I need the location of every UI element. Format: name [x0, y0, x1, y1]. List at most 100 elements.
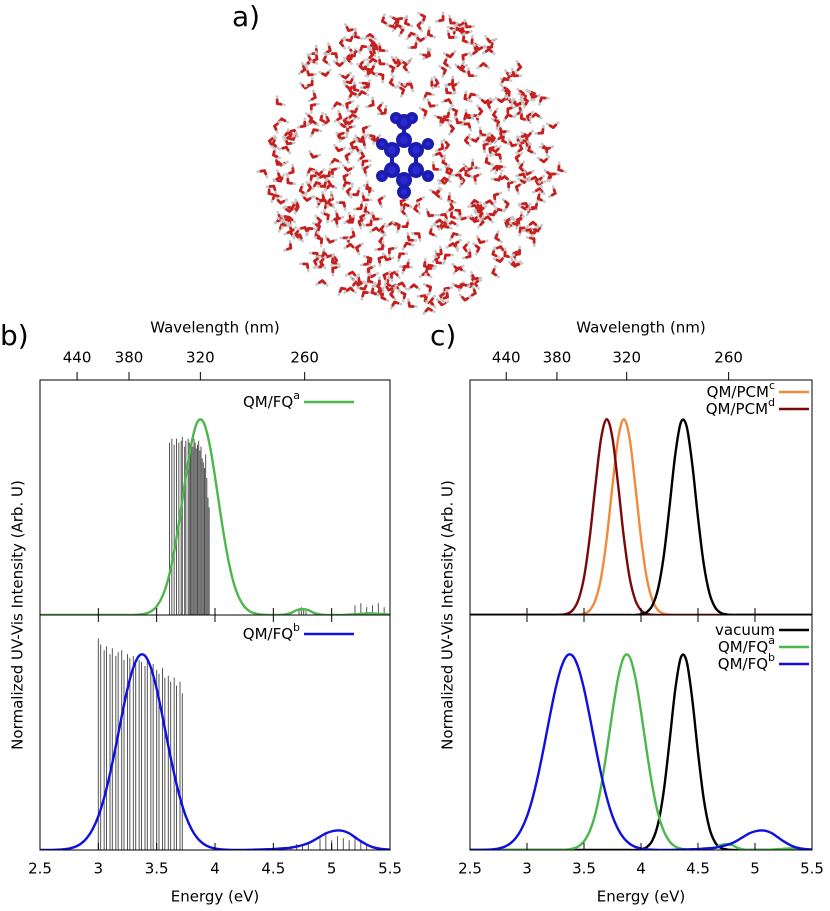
water-oxygen — [504, 200, 510, 206]
y-axis-title: Normalized UV-Vis Intensity (Arb. U) — [9, 480, 27, 750]
legend-label: QM/FQb — [718, 651, 775, 673]
x2-axis-title: Wavelength (nm) — [576, 319, 706, 337]
water-oxygen — [380, 296, 387, 301]
water-oxygen — [349, 142, 354, 149]
water-oxygen — [305, 197, 312, 202]
spectrum-line — [40, 653, 390, 850]
water-oxygen — [391, 300, 396, 307]
water-oxygen — [419, 37, 425, 43]
water-oxygen — [414, 42, 418, 49]
legend-label: QM/PCMd — [706, 396, 775, 418]
water-oxygen — [389, 293, 395, 299]
water-oxygen — [435, 218, 442, 224]
water-oxygen — [366, 267, 371, 274]
water-oxygen — [309, 174, 313, 181]
water-oxygen — [361, 65, 367, 71]
water-oxygen — [420, 13, 427, 19]
legend-name: QM/FQ — [243, 393, 293, 411]
water-oxygen — [463, 296, 470, 302]
water-oxygen — [346, 286, 352, 292]
water-oxygen — [484, 47, 491, 53]
water-oxygen — [435, 151, 442, 156]
water-oxygen — [446, 111, 451, 119]
solvent-cluster — [256, 11, 567, 315]
x2-tick-label: 380 — [115, 349, 144, 367]
water-oxygen — [514, 156, 520, 163]
water-oxygen — [397, 252, 402, 259]
water-oxygen — [445, 170, 452, 175]
water-oxygen — [518, 166, 524, 172]
water-oxygen — [370, 273, 377, 279]
water-oxygen — [517, 62, 523, 69]
water-oxygen — [505, 219, 510, 226]
water-oxygen — [531, 112, 537, 118]
water-oxygen — [474, 244, 481, 250]
water-oxygen — [376, 284, 382, 290]
water-oxygen — [313, 259, 318, 266]
water-oxygen — [319, 260, 325, 267]
x-tick-label: 5.5 — [800, 860, 824, 878]
legend-label: QM/FQa — [718, 634, 775, 656]
water-oxygen — [519, 89, 525, 95]
water-oxygen — [423, 91, 429, 98]
water-oxygen — [370, 65, 375, 72]
water-oxygen — [443, 224, 450, 229]
water-oxygen — [436, 115, 443, 120]
water-oxygen — [353, 107, 359, 114]
water-oxygen — [323, 181, 327, 188]
water-oxygen — [478, 240, 486, 244]
water-oxygen — [460, 216, 467, 221]
water-oxygen — [520, 134, 528, 138]
x-axis-title: Energy (eV) — [597, 888, 685, 906]
water-oxygen — [518, 172, 525, 177]
water-oxygen — [449, 203, 454, 210]
water-oxygen — [500, 97, 506, 104]
water-oxygen — [348, 113, 354, 119]
water-oxygen — [346, 243, 352, 248]
water-oxygen — [337, 147, 344, 153]
water-oxygen — [385, 257, 392, 262]
water-oxygen — [279, 199, 286, 205]
water-oxygen — [313, 181, 318, 188]
water-oxygen — [440, 301, 447, 307]
water-oxygen — [444, 98, 451, 103]
water-oxygen — [325, 254, 332, 259]
water-oxygen — [491, 113, 498, 119]
water-oxygen — [333, 101, 339, 108]
water-oxygen — [400, 291, 407, 296]
water-oxygen — [271, 193, 277, 200]
water-oxygen — [399, 86, 406, 92]
water-oxygen — [500, 175, 507, 180]
legend-name: QM/PCM — [706, 400, 768, 418]
water-oxygen — [451, 108, 458, 113]
water-oxygen — [279, 223, 284, 230]
water-oxygen — [273, 124, 278, 131]
water-oxygen — [259, 169, 266, 173]
water-oxygen — [539, 96, 543, 103]
water-oxygen — [525, 115, 531, 122]
water-oxygen — [404, 21, 411, 27]
water-oxygen — [322, 58, 328, 64]
x2-tick-label: 320 — [186, 349, 215, 367]
water-oxygen — [295, 201, 300, 208]
water-oxygen — [552, 188, 557, 195]
water-oxygen — [462, 246, 468, 252]
legend-label: vacuum — [715, 621, 775, 639]
legend-name: QM/FQ — [718, 638, 768, 656]
x-tick-label: 3.5 — [572, 860, 596, 878]
water-oxygen — [440, 143, 445, 150]
water-oxygen — [366, 255, 373, 261]
spectrum-line — [40, 418, 390, 615]
water-oxygen — [504, 113, 510, 120]
water-oxygen — [503, 254, 510, 258]
water-oxygen — [352, 88, 360, 92]
water-oxygen — [351, 145, 358, 150]
x-axis-title: Energy (eV) — [171, 888, 259, 906]
water-oxygen — [425, 51, 431, 58]
water-oxygen — [477, 46, 484, 51]
water-oxygen — [536, 226, 542, 233]
water-oxygen — [356, 281, 363, 287]
water-oxygen — [402, 65, 408, 72]
water-oxygen — [413, 207, 419, 213]
water-oxygen — [468, 92, 473, 99]
